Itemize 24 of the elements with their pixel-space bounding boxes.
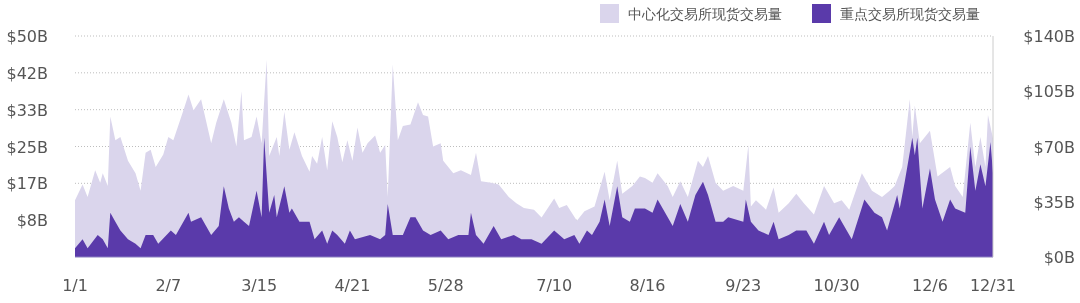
x-tick-label: 4/21 [334, 276, 371, 295]
y-tick-label: $50B [6, 27, 48, 46]
x-tick-label: 8/16 [629, 276, 666, 295]
x-tick-label: 3/15 [241, 276, 278, 295]
y-tick-label: $17B [6, 174, 48, 194]
x-tick-label: 1/1 [62, 276, 88, 295]
x-tick-label: 5/28 [427, 276, 464, 295]
x-tick-label: 12/6 [911, 276, 948, 295]
y2-tick-label: $35B [1033, 192, 1075, 212]
x-tick-label: 2/7 [155, 276, 182, 295]
legend-label: 重点交易所现货交易量 [840, 6, 980, 22]
y-tick-label: $8B [16, 211, 48, 231]
y2-tick-label: $0B [1043, 248, 1075, 267]
legend-label: 中心化交易所现货交易量 [628, 6, 782, 22]
x-tick-label: 9/23 [725, 276, 762, 295]
y-tick-label: $25B [6, 137, 48, 157]
x-tick-label: 10/30 [813, 276, 860, 295]
y-tick-label: $42B [6, 63, 48, 83]
x-tick-label: 12/31 [969, 276, 1017, 295]
y-tick-label: $33B [6, 100, 48, 120]
y2-tick-label: $140B [1023, 27, 1075, 46]
x-tick-label: 7/10 [536, 276, 573, 295]
y2-tick-label: $70B [1033, 137, 1075, 157]
y2-tick-label: $105B [1023, 82, 1075, 102]
